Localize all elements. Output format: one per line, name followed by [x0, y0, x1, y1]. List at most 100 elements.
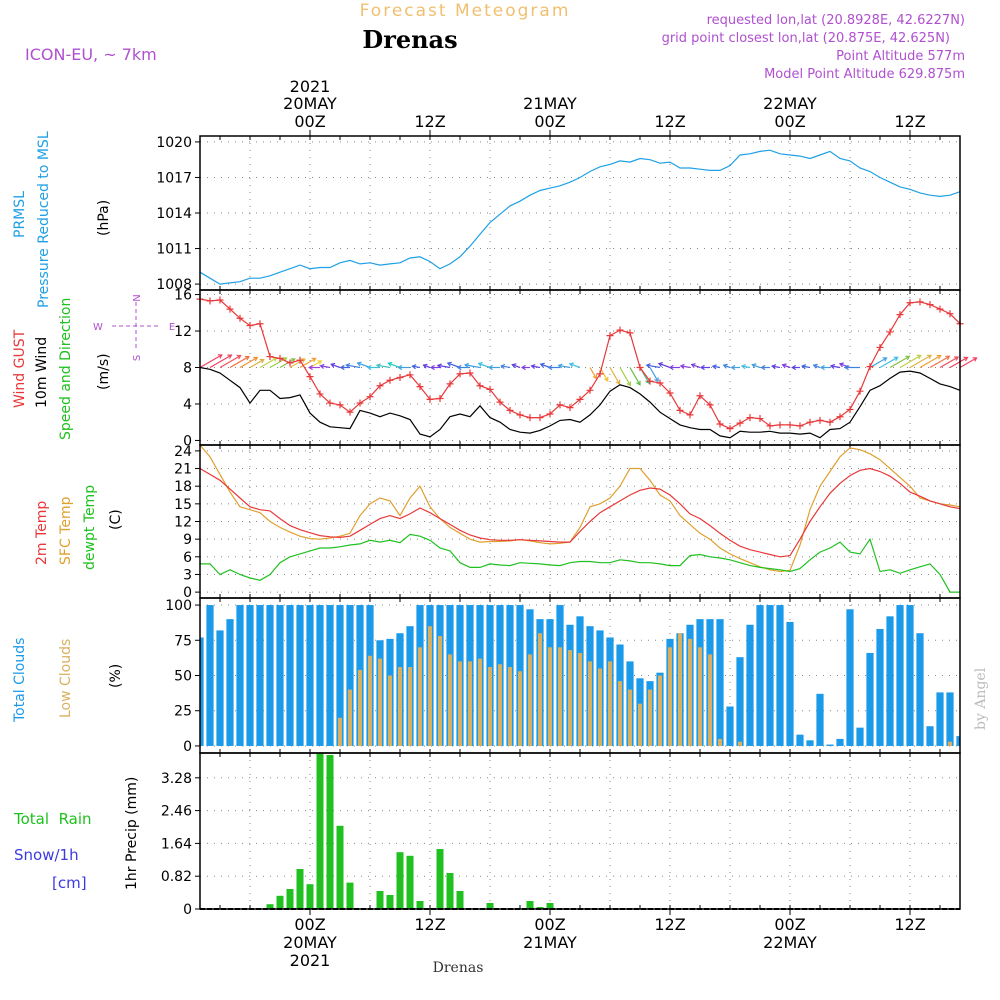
wind-arrow-head: [819, 364, 825, 371]
wind10m-label: 10m Wind: [34, 337, 50, 408]
wind-arrow: [569, 363, 581, 369]
sfc-temp-label: SFC Temp: [58, 496, 74, 565]
wind-arrow-head: [520, 364, 526, 371]
total-cloud-bar: [286, 605, 294, 746]
pressure-labels: PRMSL Pressure Reduced to MSL (hPa): [12, 131, 112, 308]
wind-arrow-head: [711, 364, 717, 370]
low-cloud-bar: [628, 689, 632, 746]
gust-marker: [556, 401, 564, 409]
wind-arrow: [649, 367, 659, 382]
gust-marker: [796, 422, 804, 430]
gust-marker: [436, 395, 444, 402]
wind-arrow-head: [387, 361, 393, 367]
low-cloud-bar: [558, 647, 562, 746]
precip-bar: [376, 891, 384, 909]
gust-marker: [426, 395, 434, 403]
total-cloud-bar: [806, 740, 814, 746]
pressure-unit-label: (hPa): [96, 200, 112, 236]
temp2m-label: 2m Temp: [34, 501, 50, 565]
total-cloud-bar: [256, 605, 264, 746]
gust-label: Wind GUST: [12, 329, 28, 408]
low-cloud-bar: [348, 689, 352, 746]
wind-arrow-head: [592, 374, 598, 380]
top-year-label: 2021: [290, 77, 331, 96]
ytick-label: 0: [183, 585, 192, 601]
gust-marker: [496, 398, 504, 406]
wind-arrow-head: [751, 363, 757, 369]
ytick-label: 1014: [156, 206, 192, 222]
plot-area: 1008101110141017102004812160369121518212…: [156, 77, 978, 970]
top-hour-label: 00Z: [774, 112, 805, 131]
precip-bar: [456, 891, 464, 909]
gust-marker: [406, 371, 414, 379]
precip-bar: [546, 903, 554, 909]
wind-arrow-head: [557, 363, 563, 369]
footer-location: Drenas: [433, 960, 484, 976]
precip-bar: [266, 904, 274, 909]
wind-arrow-head: [829, 363, 836, 369]
total-cloud-bar: [956, 736, 960, 746]
bottom-hour-label: 00Z: [774, 915, 805, 934]
wind-arrow: [830, 365, 841, 369]
wind-arrow-head: [500, 363, 506, 370]
ytick-label: 9: [183, 532, 192, 548]
low-cloud-bar: [488, 667, 492, 746]
wind-arrow-head: [654, 377, 659, 383]
low-cloud-bar: [738, 741, 742, 746]
gust-marker: [886, 328, 894, 336]
gust-marker: [316, 390, 324, 398]
gust-marker: [766, 422, 774, 430]
low-cloud-bar: [508, 667, 512, 746]
wind-arrow: [531, 365, 541, 369]
wind-arrow-head: [843, 364, 849, 371]
ytick-label: 3: [183, 567, 192, 583]
total-cloud-bar: [206, 605, 214, 746]
requested-coords: requested lon,lat (20.8928E, 42.6227N): [707, 13, 965, 28]
low-cloud-bar: [708, 654, 712, 746]
ytick-label: 0: [183, 902, 192, 918]
bottom-date-label: 21MAY: [523, 933, 577, 952]
wind-arrow-head: [812, 363, 818, 369]
wind-arrow: [437, 364, 451, 369]
wind-arrow: [658, 362, 671, 369]
total-cloud-bar: [896, 605, 904, 746]
wind-arrow: [646, 364, 661, 369]
total-cloud-bar: [866, 652, 874, 746]
precip-bar: [346, 882, 354, 909]
wind-arrow-head: [308, 364, 313, 371]
wind-speed-dir-label: Speed and Direction: [58, 298, 74, 440]
wind-arrow: [330, 363, 341, 369]
gust-marker: [246, 322, 254, 330]
panel-border: [199, 135, 961, 291]
gust-marker: [866, 363, 874, 371]
wind-arrow-head: [547, 364, 553, 371]
total-cloud-bar: [346, 605, 354, 746]
total-cloud-bar: [796, 734, 804, 746]
precip-bar: [406, 855, 414, 909]
wind-arrow: [589, 367, 597, 379]
wind-arrow-head: [319, 363, 325, 369]
compass-s: S: [132, 355, 143, 361]
precip-bar: [436, 849, 444, 909]
ytick-label: 2.46: [161, 804, 192, 820]
wind-arrow-head: [530, 364, 536, 370]
top-date-label: 22MAY: [763, 94, 817, 113]
wind-arrow-head: [429, 364, 435, 371]
pressure-line: [199, 149, 961, 285]
precip-bar: [396, 852, 404, 909]
low-cloud-bar: [678, 633, 682, 746]
panel-wind: 0 4 8 12 16: [174, 288, 978, 449]
snow-label: Snow/1h: [14, 846, 79, 864]
point-altitude: Point Altitude 577m: [836, 49, 965, 64]
low-cloud-bar: [608, 661, 612, 746]
wind-arrow-head: [236, 354, 242, 360]
gust-marker: [326, 399, 334, 407]
wind-arrow: [939, 356, 959, 369]
wind-arrow: [741, 365, 751, 369]
wind-arrow-head: [339, 364, 345, 371]
top-hour-label: 12Z: [414, 112, 445, 131]
ytick-label: 1011: [156, 242, 192, 258]
gust-marker: [616, 326, 624, 334]
ytick-label: 75: [174, 633, 192, 649]
wind-arrow-head: [488, 364, 493, 371]
